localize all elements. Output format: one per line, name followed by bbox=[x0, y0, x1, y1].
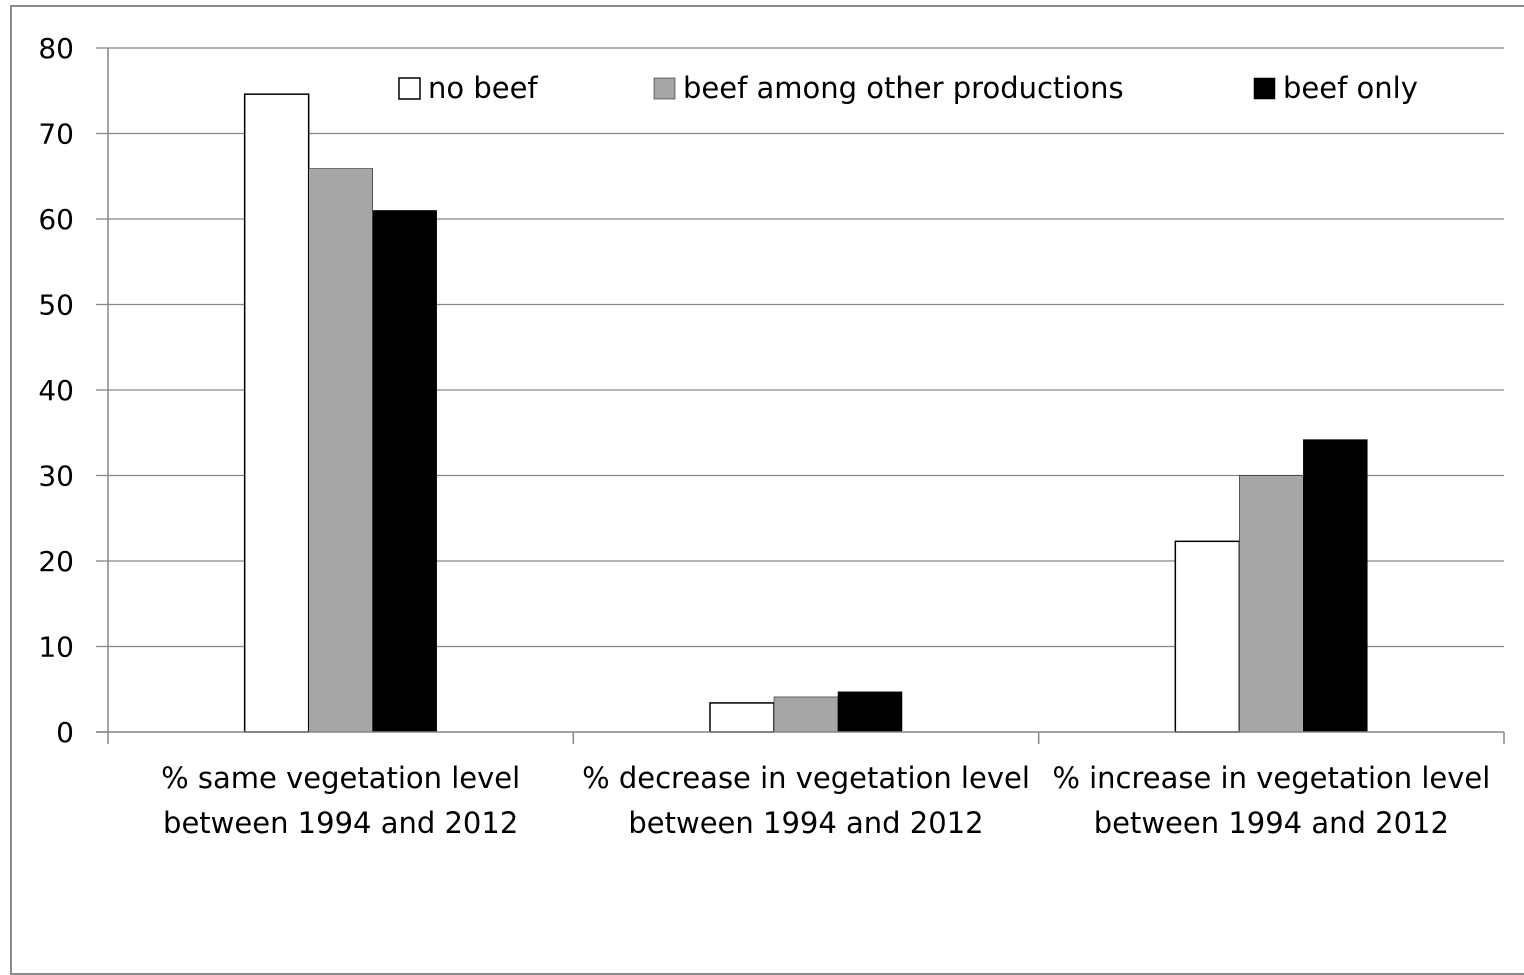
y-tick-label: 40 bbox=[38, 374, 74, 407]
legend-label: no beef bbox=[428, 71, 538, 105]
y-tick-label: 10 bbox=[38, 631, 74, 664]
category-label: between 1994 and 2012 bbox=[1094, 806, 1449, 840]
y-tick-label: 20 bbox=[38, 545, 74, 578]
y-tick-label: 60 bbox=[38, 203, 74, 236]
bar-no-beef-2 bbox=[1174, 540, 1241, 733]
legend-swatch bbox=[653, 77, 676, 100]
y-tick-labels: 0 10 20 30 40 50 60 70 80 bbox=[38, 32, 74, 749]
legend-swatch bbox=[398, 77, 421, 100]
legend-label: beef among other productions bbox=[683, 71, 1124, 105]
legend-swatch bbox=[1253, 77, 1276, 100]
bar-no-beef-0 bbox=[243, 93, 310, 733]
bar-beef-only-0 bbox=[372, 210, 437, 733]
bar-beef-among-other-productions-1 bbox=[773, 696, 839, 733]
legend: no beef beef among other productions beef … bbox=[398, 71, 1418, 105]
bars bbox=[243, 93, 1368, 733]
category-label: % same vegetation level bbox=[161, 761, 520, 795]
axes bbox=[96, 47, 1505, 744]
bar-beef-among-other-productions-2 bbox=[1239, 475, 1304, 733]
category-label: between 1994 and 2012 bbox=[628, 806, 983, 840]
category-label: between 1994 and 2012 bbox=[163, 806, 518, 840]
bar-beef-only-1 bbox=[837, 691, 903, 733]
category-labels: % same vegetation level between 1994 and … bbox=[161, 761, 1490, 840]
category-label: % increase in vegetation level bbox=[1052, 761, 1490, 795]
category-label: % decrease in vegetation level bbox=[582, 761, 1030, 795]
y-tick-label: 70 bbox=[38, 118, 74, 151]
bar-beef-only-2 bbox=[1303, 439, 1368, 733]
bar-no-beef-1 bbox=[709, 702, 775, 733]
legend-label: beef only bbox=[1283, 71, 1418, 105]
y-tick-label: 0 bbox=[56, 716, 74, 749]
y-tick-label: 30 bbox=[38, 460, 74, 493]
y-tick-label: 80 bbox=[38, 32, 74, 65]
bar-beef-among-other-productions-0 bbox=[308, 168, 373, 733]
y-tick-label: 50 bbox=[38, 289, 74, 322]
